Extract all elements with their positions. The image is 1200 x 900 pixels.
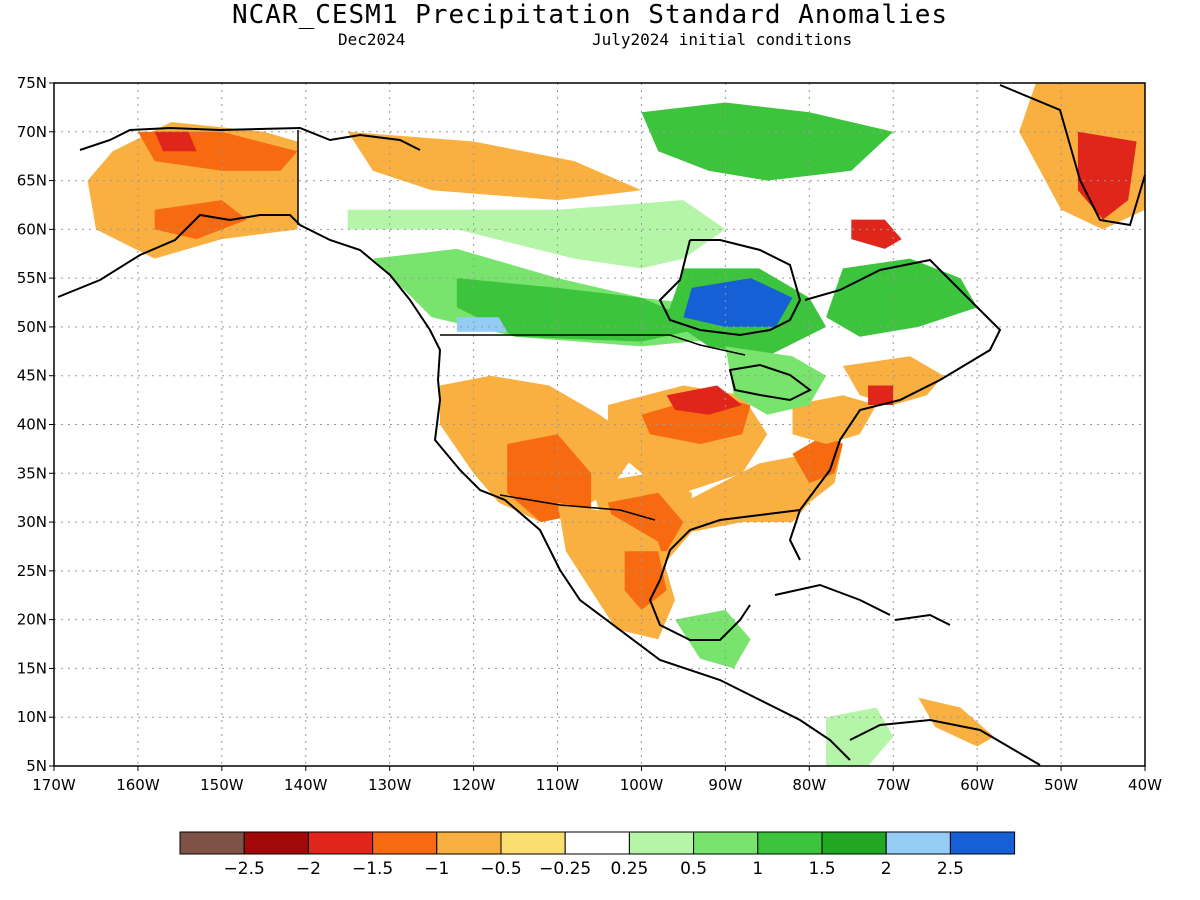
anomaly-region-colombia-green [826, 707, 894, 766]
anomaly-region-canada-light-green [347, 200, 726, 269]
lat-tick-label: 35N [17, 464, 47, 482]
lat-tick-label: 65N [17, 172, 47, 190]
colorbar-swatch [693, 831, 759, 855]
colorbar-label: 1.5 [808, 859, 835, 879]
lat-tick-label: 15N [17, 659, 47, 677]
longitude-axis: 170W 160W 150W 140W 130W 120W 110W 100W 90W 80W 70… [32, 766, 1162, 794]
lat-tick-label: 10N [17, 708, 47, 726]
colorbar-label: −2 [296, 859, 321, 879]
anomaly-region-arctic-green [641, 102, 894, 181]
lat-tick-label: 75N [17, 74, 47, 92]
anomaly-region-alaska-red [154, 131, 197, 152]
lon-tick-label: 40W [1128, 776, 1162, 794]
colorbar-label: 2.5 [937, 859, 964, 879]
colorbar-swatch [307, 831, 374, 855]
lat-tick-label: 5N [26, 757, 47, 775]
lat-tick-label: 40N [17, 416, 47, 434]
anomaly-region-great-lakes-green [725, 346, 827, 415]
lon-tick-label: 80W [792, 776, 826, 794]
forecast-month: Dec2024 [338, 30, 406, 49]
colorbar-label: −0.25 [539, 859, 591, 879]
anomaly-region-ne-orange [842, 356, 944, 405]
lat-tick-label: 50N [17, 318, 47, 336]
anomaly-region-maine-red [868, 385, 894, 405]
anomaly-region-caribbean-orange [918, 697, 994, 747]
greenland-coastline [999, 84, 1146, 227]
colorbar-legend: −2.5 −2 −1.5 −1 −0.5 −0.25 0.25 0.5 1 1.5 2 2.5 [179, 831, 1016, 879]
east-coastline [788, 258, 1002, 561]
anomaly-region-iowa-dark [666, 385, 743, 415]
chart-title: NCAR_CESM1 Precipitation Standard Anomal… [231, 0, 949, 30]
alaska-north-coastline [79, 126, 421, 151]
lon-tick-label: 120W [452, 776, 496, 794]
colorbar-swatch [243, 831, 309, 855]
colorbar-swatch [436, 831, 502, 855]
lat-tick-label: 45N [17, 367, 47, 385]
colorbar-swatch [372, 831, 438, 855]
north-america-coastline [57, 213, 851, 761]
anomaly-region-prairie-green [456, 278, 709, 342]
colorbar-label: −1.5 [352, 859, 393, 879]
lon-tick-label: 70W [876, 776, 910, 794]
lat-tick-label: 25N [17, 562, 47, 580]
anomaly-region-ontario-blue [683, 278, 793, 327]
anomaly-region-bc-blue [456, 317, 508, 332]
lon-tick-label: 100W [620, 776, 664, 794]
lon-tick-label: 170W [32, 776, 76, 794]
anomaly-fill-layer [87, 83, 1145, 766]
lon-tick-label: 90W [708, 776, 742, 794]
lon-tick-label: 140W [284, 776, 328, 794]
colorbar-label: 0.25 [610, 859, 648, 879]
colorbar-label: 1 [752, 859, 763, 879]
colorbar-label: −2.5 [224, 859, 265, 879]
colorbar-swatch [757, 831, 823, 855]
cuba-coastline [774, 583, 891, 616]
colorbar-label: −1 [424, 859, 449, 879]
anomaly-region-mexico-orange [624, 551, 667, 610]
anomaly-region-alaska-south [154, 200, 247, 240]
latitude-axis: 75N 70N 65N 60N 55N 50N 45N 40N 35N 30N 25N 20N 15N 1… [17, 74, 54, 775]
south-america-coastline [849, 718, 1041, 766]
us-canada-border [440, 334, 746, 356]
colorbar-swatch [821, 831, 887, 855]
colorbar-label: 2 [881, 859, 892, 879]
anomaly-region-appalachian-orange [792, 395, 877, 444]
colorbar-swatch [949, 831, 1016, 855]
hudson-bay-coastline [658, 239, 802, 337]
lat-tick-label: 20N [17, 611, 47, 629]
gulf-coastline [648, 509, 801, 641]
coastline-layer [57, 84, 1146, 766]
anomaly-region-greenland-red [1077, 131, 1137, 220]
lat-tick-label: 30N [17, 513, 47, 531]
colorbar-label: −0.5 [480, 859, 521, 879]
us-mexico-border [499, 494, 656, 521]
hispaniola-coastline [894, 613, 951, 626]
lon-tick-label: 150W [200, 776, 244, 794]
colorbar-swatch [500, 831, 566, 855]
colorbar-swatch [179, 831, 245, 855]
lon-tick-label: 130W [368, 776, 412, 794]
great-lakes-outline [728, 363, 812, 402]
colorbar-label: 0.5 [680, 859, 707, 879]
lon-tick-label: 110W [536, 776, 580, 794]
lon-tick-label: 50W [1044, 776, 1078, 794]
lat-tick-label: 60N [17, 220, 47, 238]
anomaly-region-nw-canada [347, 131, 642, 201]
colorbar-swatch [628, 831, 695, 855]
initial-conditions: July2024 initial conditions [592, 30, 853, 49]
lon-tick-label: 60W [960, 776, 994, 794]
lon-tick-label: 160W [116, 776, 160, 794]
anomaly-region-quebec-red [851, 219, 902, 249]
anomaly-region-quebec-green [826, 258, 978, 337]
colorbar-swatch [885, 831, 951, 855]
lat-tick-label: 55N [17, 269, 47, 287]
colorbar-swatch [564, 831, 630, 855]
lat-tick-label: 70N [17, 123, 47, 141]
